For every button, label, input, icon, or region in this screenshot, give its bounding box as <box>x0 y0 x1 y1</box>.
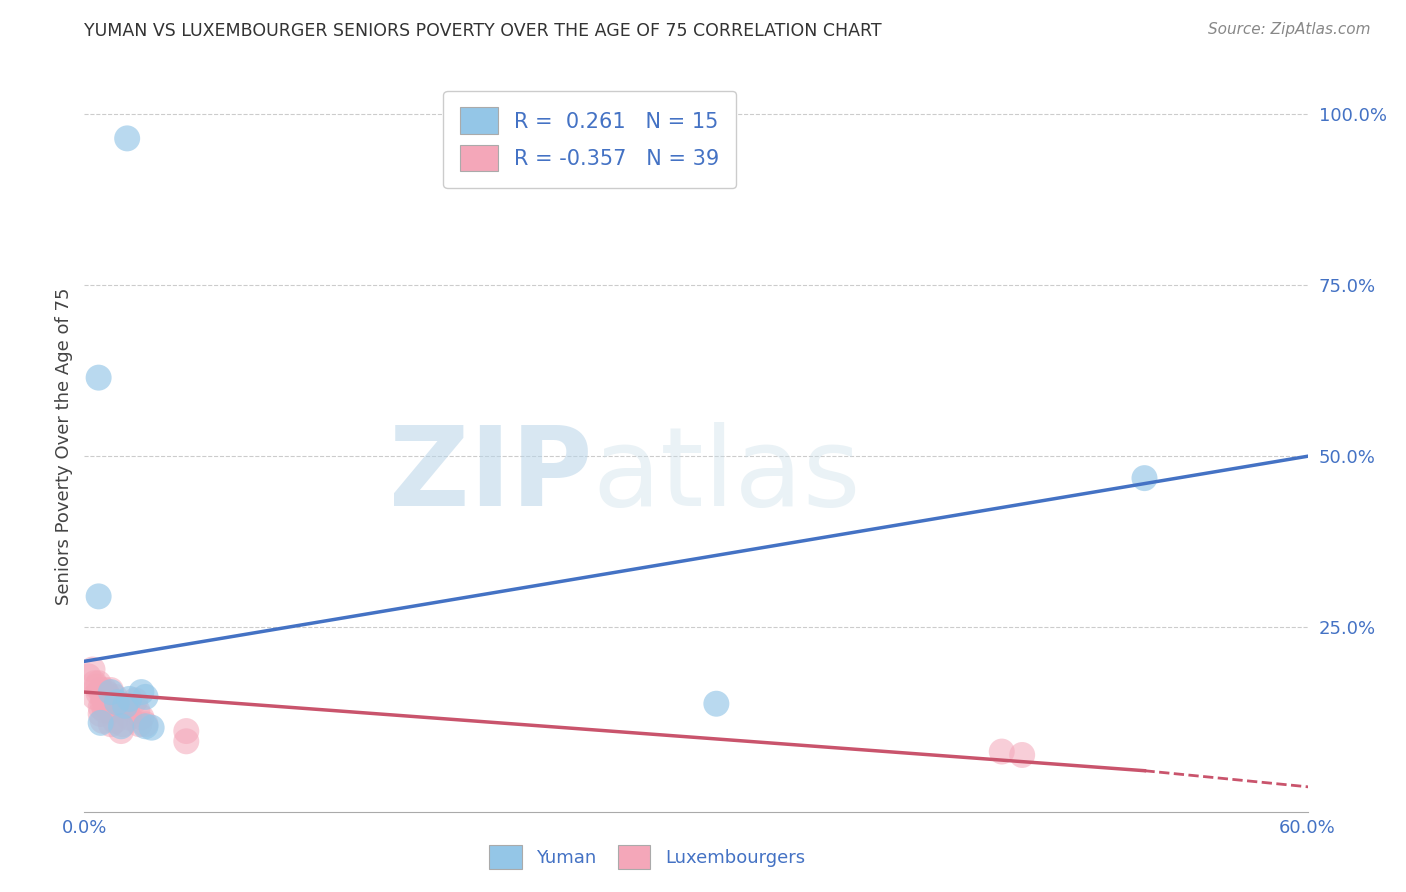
Point <box>101 697 124 711</box>
Point <box>93 683 115 698</box>
Point <box>100 717 122 731</box>
Point <box>174 734 197 748</box>
Point <box>135 717 157 731</box>
Text: atlas: atlas <box>592 422 860 529</box>
Point <box>135 719 157 733</box>
Point <box>77 669 100 683</box>
Point <box>115 131 138 145</box>
Point <box>90 706 112 721</box>
Point <box>128 717 150 731</box>
Point <box>100 685 122 699</box>
Point <box>83 690 105 704</box>
Point <box>96 700 118 714</box>
Point <box>91 714 114 728</box>
Y-axis label: Seniors Poverty Over the Age of 75: Seniors Poverty Over the Age of 75 <box>55 287 73 605</box>
Point <box>115 700 138 714</box>
Point <box>82 663 104 677</box>
Point <box>87 370 110 384</box>
Point <box>110 719 132 733</box>
Point <box>91 690 114 704</box>
Point <box>112 717 135 731</box>
Point <box>114 698 136 713</box>
Text: Source: ZipAtlas.com: Source: ZipAtlas.com <box>1208 22 1371 37</box>
Point <box>96 686 118 700</box>
Point <box>83 676 105 690</box>
Point <box>135 690 157 704</box>
Point <box>90 715 112 730</box>
Point <box>124 693 146 707</box>
Legend: Yuman, Luxembourgers: Yuman, Luxembourgers <box>482 838 813 876</box>
Point <box>100 704 122 718</box>
Point <box>141 721 163 735</box>
Point <box>108 700 131 714</box>
Point <box>104 690 127 704</box>
Point <box>91 697 114 711</box>
Point <box>118 692 141 706</box>
Point <box>1133 471 1156 485</box>
Point <box>104 714 127 728</box>
Text: YUMAN VS LUXEMBOURGER SENIORS POVERTY OVER THE AGE OF 75 CORRELATION CHART: YUMAN VS LUXEMBOURGER SENIORS POVERTY OV… <box>84 22 882 40</box>
Point <box>100 683 122 698</box>
Text: ZIP: ZIP <box>388 422 592 529</box>
Point <box>90 700 112 714</box>
Point <box>127 704 149 718</box>
Point <box>90 683 112 698</box>
Point <box>87 590 110 604</box>
Point <box>174 724 197 739</box>
Point <box>1011 747 1033 762</box>
Point <box>131 685 153 699</box>
Point <box>110 724 132 739</box>
Point <box>991 745 1014 759</box>
Point <box>87 676 110 690</box>
Point <box>97 690 120 704</box>
Point <box>131 710 153 724</box>
Point <box>86 680 108 694</box>
Point <box>93 704 115 718</box>
Point <box>87 686 110 700</box>
Point <box>704 697 728 711</box>
Point <box>105 695 128 709</box>
Point <box>93 693 115 707</box>
Point <box>118 710 141 724</box>
